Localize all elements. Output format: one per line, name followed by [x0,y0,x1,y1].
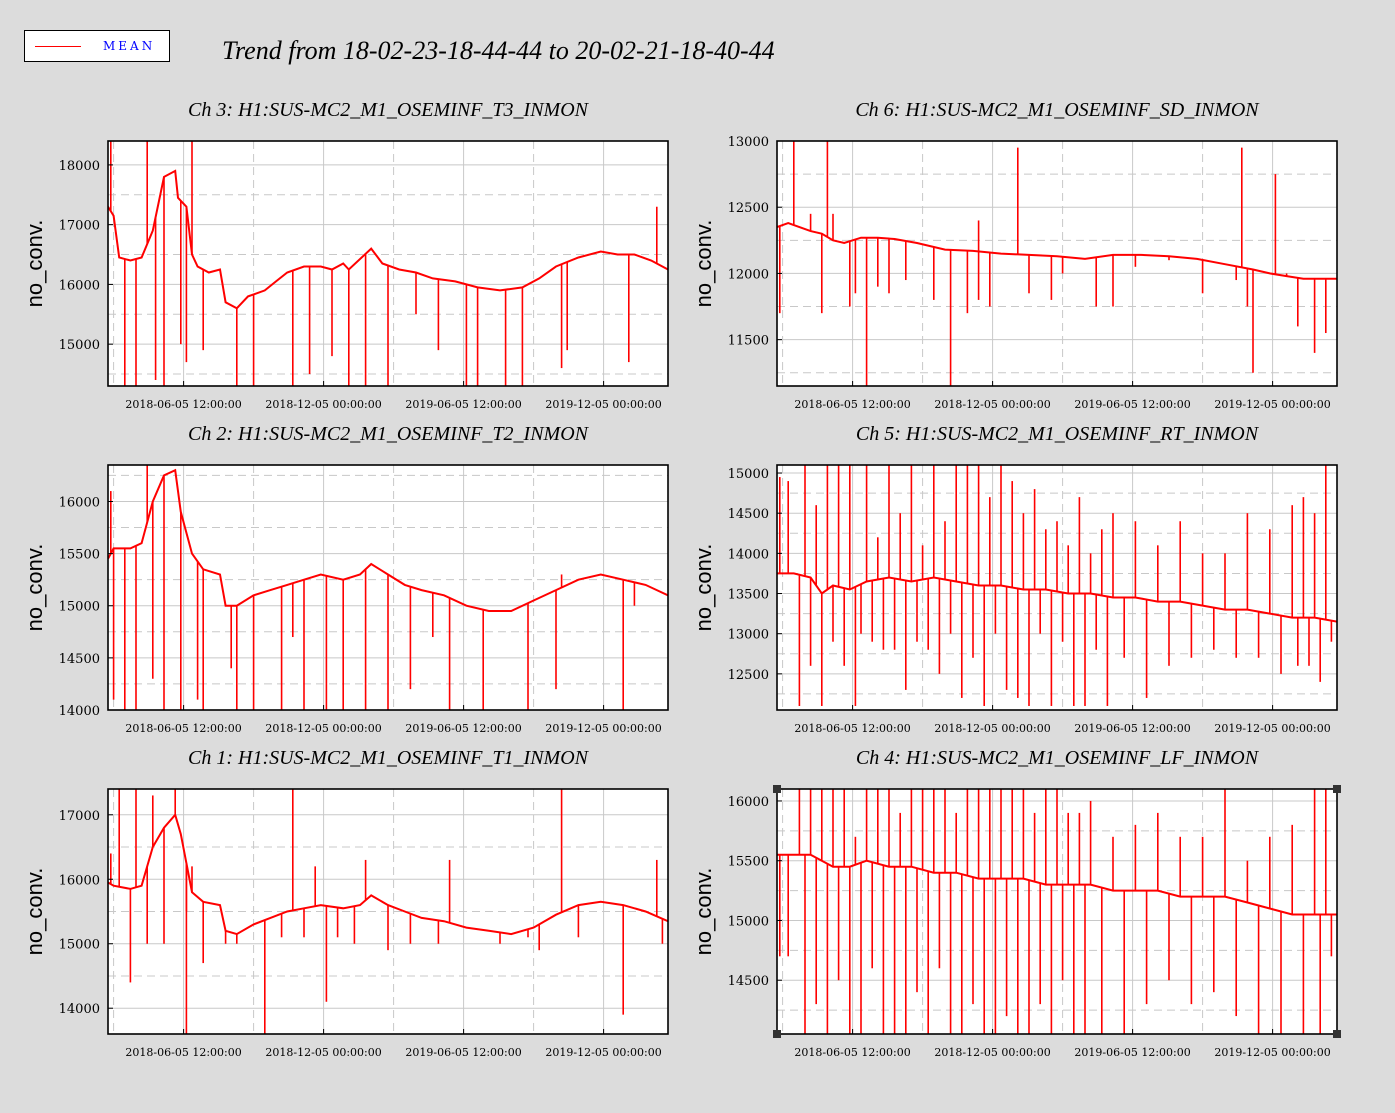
chart-title: Ch 5: H1:SUS-MC2_M1_OSEMINF_RT_INMON [856,423,1260,445]
y-tick-label: 13500 [728,588,769,603]
chart-panel: 14500 15000 15500 16000 2018-06-05 12:00:00 2… [691,747,1338,1059]
x-tick-label: 2018-12-05 00:00:00 [934,722,1050,735]
chart-panel: 11500 12000 12500 13000 2018-06-05 12:00:00 2… [691,99,1338,411]
plot-frame [776,464,1338,711]
y-axis-label: no_conv. [691,868,716,956]
x-tick-label: 2018-06-05 12:00:00 [794,398,910,411]
y-tick-label: 16000 [59,278,100,293]
selection-handle [1333,1030,1341,1038]
y-tick-label: 14500 [728,507,769,522]
chart-title: Ch 3: H1:SUS-MC2_M1_OSEMINF_T3_INMON [188,99,590,121]
x-tick-label: 2019-12-05 00:00:00 [545,722,661,735]
chart-title: Ch 1: H1:SUS-MC2_M1_OSEMINF_T1_INMON [188,747,590,769]
trace-group [777,141,1337,386]
y-tick-label: 12500 [728,668,769,683]
chart-panel: 12500 13000 13500 14000 14500 15000 2018-06-05… [691,423,1338,735]
series-line-mean [108,169,668,310]
x-tick-label: 2019-12-05 00:00:00 [1214,1046,1330,1059]
y-tick-label: 13000 [728,135,769,150]
x-tick-label: 2019-12-05 00:00:00 [545,398,661,411]
y-tick-label: 16000 [59,495,100,510]
legend-label: MEAN [103,39,156,53]
selection-handle [773,1030,781,1038]
y-axis-label: no_conv. [22,220,47,308]
x-tick-label: 2018-12-05 00:00:00 [265,1046,381,1059]
y-tick-label: 14000 [59,1002,100,1017]
y-axis-label: no_conv. [22,544,47,632]
chart-panel: 14000 15000 16000 17000 2018-06-05 12:00:00 2… [22,747,669,1059]
y-tick-label: 15000 [59,938,100,953]
y-tick-label: 16000 [728,795,769,810]
chart-panel: 15000 16000 17000 18000 2018-06-05 12:00:00 2… [22,99,669,411]
x-tick-label: 2018-06-05 12:00:00 [125,722,241,735]
x-tick-label: 2019-06-05 12:00:00 [405,398,521,411]
x-tick-label: 2019-06-05 12:00:00 [1074,398,1190,411]
y-tick-label: 14500 [59,652,100,667]
series-line-mean [108,468,668,612]
y-tick-label: 13000 [728,628,769,643]
trace-group [108,789,668,1034]
x-tick-label: 2018-12-05 00:00:00 [934,398,1050,411]
trace-group [777,465,1337,706]
legend-line-swatch [35,46,81,47]
legend-box: MEAN [24,30,170,62]
series-line-mean [108,812,668,936]
y-tick-label: 15000 [59,600,100,615]
plot-frame [107,788,669,1035]
x-tick-label: 2018-12-05 00:00:00 [934,1046,1050,1059]
y-axis-label: no_conv. [691,544,716,632]
y-tick-label: 11500 [728,334,769,349]
y-tick-label: 14500 [728,974,769,989]
y-axis-label: no_conv. [22,868,47,956]
plot-area [777,141,1337,386]
x-tick-label: 2018-06-05 12:00:00 [794,722,910,735]
y-tick-label: 17000 [59,809,100,824]
main-title: Trend from 18-02-23-18-44-44 to 20-02-21… [222,36,775,65]
chart-title: Ch 4: H1:SUS-MC2_M1_OSEMINF_LF_INMON [856,747,1260,769]
x-tick-label: 2018-06-05 12:00:00 [125,1046,241,1059]
y-tick-label: 12500 [728,201,769,216]
plot-frame [776,140,1338,387]
x-tick-label: 2019-12-05 00:00:00 [1214,722,1330,735]
selection-handle [1333,785,1341,793]
y-tick-label: 12000 [728,267,769,282]
y-tick-label: 15000 [728,914,769,929]
trace-group [777,789,1337,1034]
plot-frame [776,788,1338,1035]
trace-group [108,465,668,710]
x-tick-label: 2019-12-05 00:00:00 [545,1046,661,1059]
x-tick-label: 2018-06-05 12:00:00 [794,1046,910,1059]
x-tick-label: 2019-06-05 12:00:00 [405,1046,521,1059]
y-tick-label: 15500 [59,548,100,563]
y-tick-label: 15000 [728,467,769,482]
chart-title: Ch 2: H1:SUS-MC2_M1_OSEMINF_T2_INMON [188,423,590,445]
y-tick-label: 14000 [728,547,769,562]
x-tick-label: 2019-12-05 00:00:00 [1214,398,1330,411]
y-tick-label: 18000 [59,159,100,174]
x-tick-label: 2018-12-05 00:00:00 [265,398,381,411]
x-tick-label: 2018-06-05 12:00:00 [125,398,241,411]
x-tick-label: 2019-06-05 12:00:00 [1074,1046,1190,1059]
y-tick-label: 16000 [59,873,100,888]
x-tick-label: 2019-06-05 12:00:00 [405,722,521,735]
y-axis-label: no_conv. [691,220,716,308]
chart-title: Ch 6: H1:SUS-MC2_M1_OSEMINF_SD_INMON [855,99,1260,121]
y-tick-label: 14000 [59,704,100,719]
x-tick-label: 2018-12-05 00:00:00 [265,722,381,735]
selection-handle [773,785,781,793]
trace-group [108,141,668,386]
y-tick-label: 15000 [59,338,100,353]
plot-frame [107,140,669,387]
plot-frame [107,464,669,711]
y-tick-label: 15500 [728,855,769,870]
chart-panel: 14000 14500 15000 15500 16000 2018-06-05 12:0… [22,423,669,735]
y-tick-label: 17000 [59,219,100,234]
x-tick-label: 2019-06-05 12:00:00 [1074,722,1190,735]
